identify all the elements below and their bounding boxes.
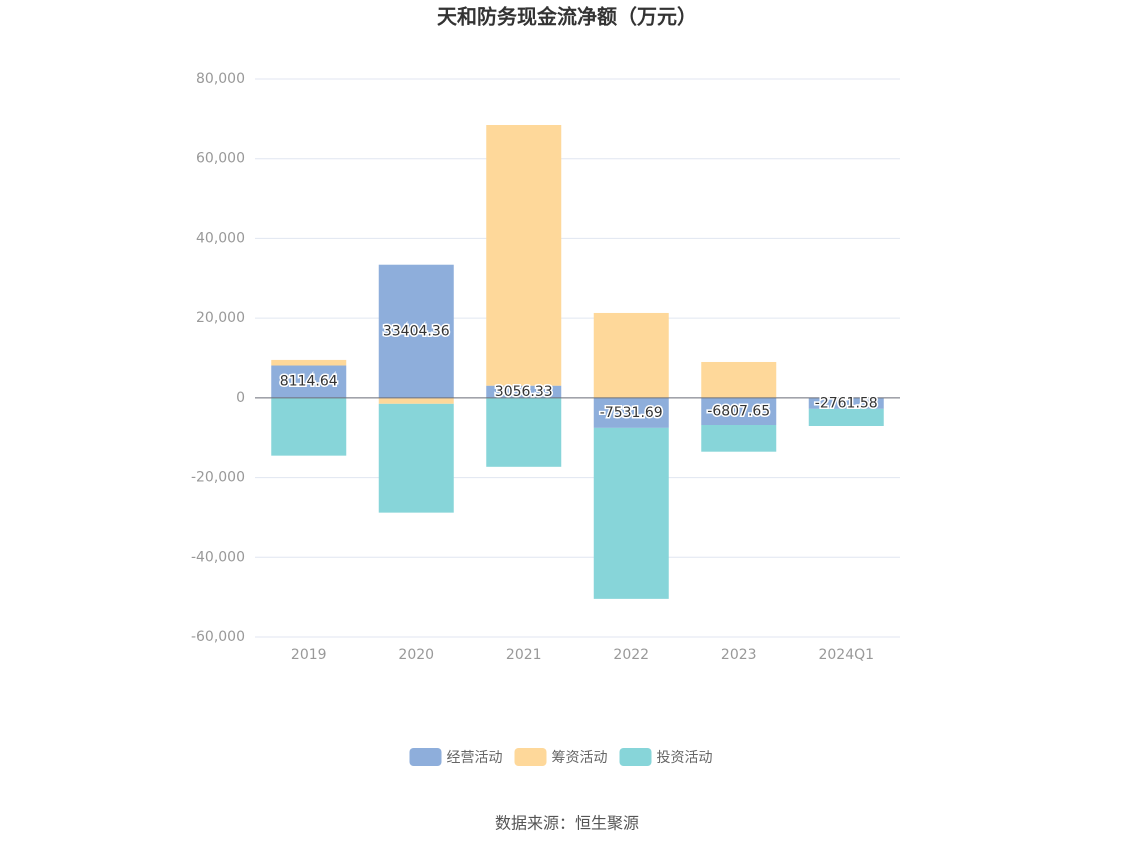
bar <box>593 427 669 599</box>
y-tick-label: -60,000 <box>191 629 245 645</box>
x-tick-label: 2024Q1 <box>818 647 874 663</box>
data-label: -7531.69 <box>600 405 663 421</box>
y-tick-label: 80,000 <box>196 71 245 87</box>
legend-swatch <box>409 748 442 766</box>
bar <box>701 397 777 425</box>
legend-label: 经营活动 <box>447 750 503 766</box>
legend-label: 筹资活动 <box>552 749 608 766</box>
bar <box>378 264 454 398</box>
bar <box>271 359 347 366</box>
y-tick-label: 0 <box>236 390 245 406</box>
x-tick-label: 2022 <box>613 647 649 663</box>
bar <box>486 125 562 386</box>
data-label: 3056.33 <box>495 384 553 400</box>
data-label: 8114.64 <box>280 374 338 390</box>
bar <box>486 385 562 398</box>
data-label: -6807.65 <box>707 403 770 419</box>
legend-swatch <box>514 748 547 766</box>
legend-label: 投资活动 <box>657 750 713 766</box>
source-note: 数据来源：恒生聚源 <box>495 814 639 833</box>
bar <box>271 365 347 398</box>
y-tick-label: -40,000 <box>191 549 245 565</box>
y-tick-label: 60,000 <box>196 151 245 167</box>
bar <box>378 397 454 404</box>
x-tick-label: 2021 <box>506 647 542 663</box>
y-tick-label: -20,000 <box>191 470 245 486</box>
x-tick-label: 2019 <box>291 647 327 663</box>
y-tick-label: 20,000 <box>196 310 245 326</box>
data-label: -2761.58 <box>815 395 878 411</box>
bar <box>593 397 669 428</box>
bar <box>593 312 669 398</box>
data-label: 33404.36 <box>383 323 450 339</box>
bar <box>808 408 884 427</box>
bar <box>701 424 777 452</box>
bar <box>378 403 454 513</box>
bar <box>271 397 347 456</box>
x-tick-label: 2023 <box>721 647 757 663</box>
x-tick-label: 2020 <box>398 647 434 663</box>
chart-title: 天和防务现金流净额（万元） <box>437 5 697 29</box>
legend-swatch <box>619 748 652 766</box>
bar <box>701 361 777 398</box>
bar <box>486 397 562 467</box>
bar <box>808 397 884 409</box>
y-tick-label: 40,000 <box>196 230 245 246</box>
